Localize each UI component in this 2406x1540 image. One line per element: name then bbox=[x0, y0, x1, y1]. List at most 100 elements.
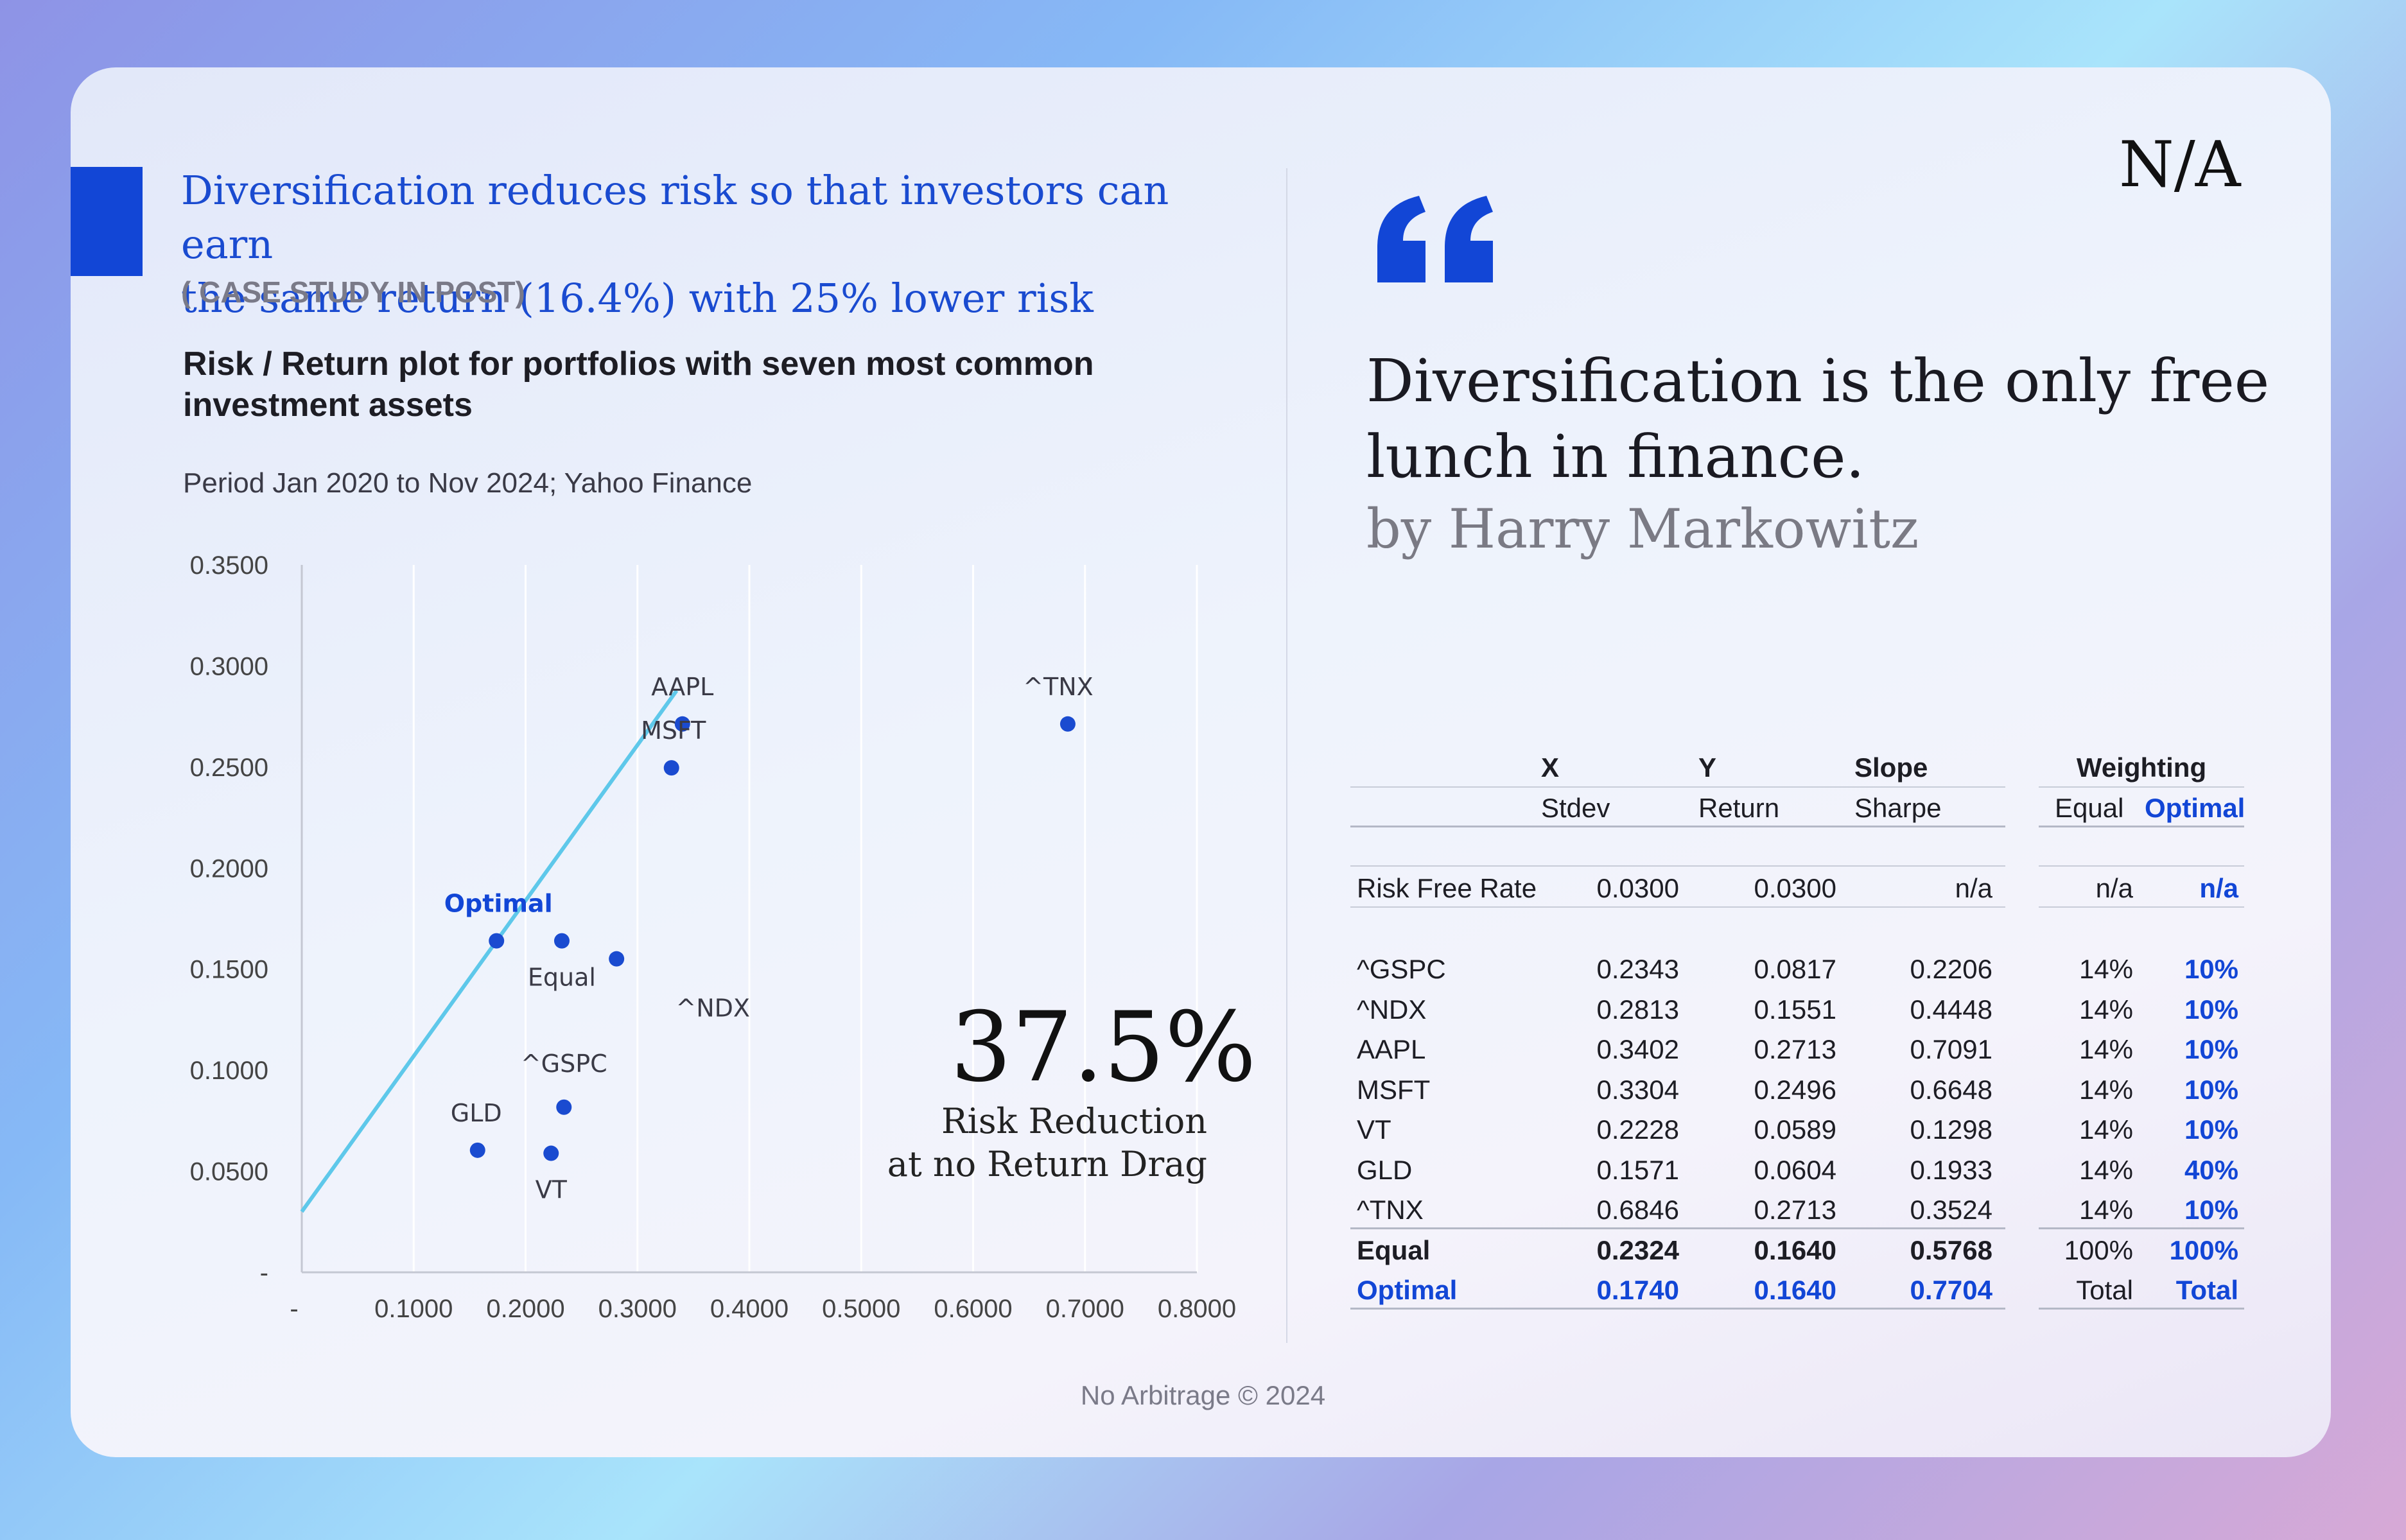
table-row-asset-value: 10% bbox=[2184, 1034, 2238, 1064]
table-row-risk-free-value: n/a bbox=[2095, 873, 2133, 903]
table-row-asset-value: 14% bbox=[2079, 954, 2133, 984]
data-label: Equal bbox=[528, 964, 596, 992]
table-header-equal: Equal bbox=[2055, 793, 2124, 823]
data-label: GLD bbox=[451, 1099, 502, 1127]
y-tick-label: 0.0500 bbox=[190, 1158, 268, 1186]
table-row-risk-free-label: Risk Free Rate bbox=[1357, 873, 1537, 903]
x-tick-label: 0.5000 bbox=[822, 1295, 900, 1323]
table-row-optimal-value: 0.1640 bbox=[1754, 1275, 1836, 1305]
chart-title-line-1: Risk / Return plot for portfolios with s… bbox=[183, 345, 1094, 383]
table-row-asset-value: 10% bbox=[2184, 1114, 2238, 1145]
table-row-asset-value: 0.2496 bbox=[1754, 1074, 1836, 1105]
data-label: ^GSPC bbox=[521, 1050, 607, 1078]
x-tick-label: 0.4000 bbox=[710, 1295, 789, 1323]
x-tick-label: 0.6000 bbox=[934, 1295, 1012, 1323]
table-row-risk-free-value: 0.0300 bbox=[1596, 873, 1679, 903]
table-section-rule bbox=[1350, 865, 2005, 867]
table-row-asset-value: 0.2228 bbox=[1596, 1114, 1679, 1145]
table-header-sharpe: Sharpe bbox=[1854, 793, 1942, 823]
table-row-asset-value: 0.0589 bbox=[1754, 1114, 1836, 1145]
chart-title: Risk / Return plot for portfolios with s… bbox=[183, 343, 1210, 426]
y-tick-label: - bbox=[260, 1259, 268, 1287]
data-point bbox=[674, 716, 690, 732]
table-row-optimal-value: 0.7704 bbox=[1910, 1275, 1992, 1305]
table-row-asset-value: 40% bbox=[2184, 1154, 2238, 1185]
table-row-asset-value: 0.6846 bbox=[1596, 1195, 1679, 1225]
data-label: AAPL bbox=[651, 673, 713, 701]
table-header-weighting: Weighting bbox=[2076, 752, 2207, 783]
y-tick-label: 0.1500 bbox=[190, 956, 268, 984]
table-row-asset-value: 0.1933 bbox=[1910, 1154, 1992, 1185]
table-row-asset-label: ^NDX bbox=[1357, 994, 1427, 1025]
table-total-rule bbox=[1350, 1227, 2005, 1229]
table-row-equal-value: 0.5768 bbox=[1910, 1235, 1992, 1265]
table-row-asset-value: 14% bbox=[2079, 1074, 2133, 1105]
data-label: ^NDX bbox=[676, 994, 750, 1023]
y-tick-label: 0.3000 bbox=[190, 652, 268, 680]
table-header-underline bbox=[1350, 826, 2005, 827]
headline-line-2: the same return (16.4%) with 25% lower r… bbox=[181, 275, 1094, 322]
data-point bbox=[556, 1099, 572, 1115]
footer-copyright: No Arbitrage © 2024 bbox=[1080, 1380, 1326, 1410]
table-bottom-rule bbox=[2039, 1308, 2244, 1310]
table-section-rule bbox=[2039, 906, 2244, 908]
table-row-asset-value: 14% bbox=[2079, 1114, 2133, 1145]
data-point bbox=[663, 760, 679, 776]
table-row-equal-value: 100% bbox=[2064, 1235, 2133, 1265]
data-label: MSFT bbox=[641, 716, 706, 745]
table-row-asset-label: ^GSPC bbox=[1357, 954, 1446, 984]
x-tick-label: 0.8000 bbox=[1158, 1295, 1236, 1323]
table-row-asset-value: 0.7091 bbox=[1910, 1034, 1992, 1064]
table-row-asset-label: ^TNX bbox=[1357, 1195, 1424, 1225]
headline-line-1: Diversification reduces risk so that inv… bbox=[181, 167, 1169, 268]
accent-bar bbox=[71, 167, 143, 276]
table-header-underline bbox=[2039, 826, 2244, 827]
column-divider bbox=[1286, 168, 1287, 1343]
risk-reduction-value: 37.5% bbox=[950, 992, 1257, 1103]
x-tick-label: 0.3000 bbox=[598, 1295, 677, 1323]
headline: Diversification reduces risk so that inv… bbox=[181, 164, 1273, 325]
quote-line-2: lunch in finance. bbox=[1366, 422, 1865, 491]
data-point bbox=[489, 933, 505, 949]
data-label: VT bbox=[536, 1176, 568, 1204]
table-header-rule bbox=[1350, 786, 2005, 788]
table-header-optimal: Optimal bbox=[2145, 793, 2245, 823]
table-row-asset-value: 0.4448 bbox=[1910, 994, 1992, 1025]
table-row-asset-value: 14% bbox=[2079, 994, 2133, 1025]
y-tick-label: 0.2500 bbox=[190, 754, 268, 782]
table-row-equal-value: 0.2324 bbox=[1596, 1235, 1679, 1265]
case-study-note: ( CASE STUDY IN POST) bbox=[181, 275, 525, 309]
table-row-asset-value: 0.3304 bbox=[1596, 1074, 1679, 1105]
table-row-asset-value: 0.3402 bbox=[1596, 1034, 1679, 1064]
table-row-optimal-label: Optimal bbox=[1357, 1275, 1458, 1305]
table-header-return: Return bbox=[1698, 793, 1780, 823]
data-label: Optimal bbox=[444, 890, 553, 918]
table-bottom-rule bbox=[1350, 1308, 2005, 1310]
table-row-equal-label: Equal bbox=[1357, 1235, 1431, 1265]
table-header-x: X bbox=[1541, 752, 1560, 783]
table-row-asset-label: AAPL bbox=[1357, 1034, 1426, 1064]
risk-reduction-sublabel: at no Return Drag bbox=[887, 1144, 1207, 1184]
table-header-slope: Slope bbox=[1854, 752, 1928, 783]
table-row-asset-value: 14% bbox=[2079, 1195, 2133, 1225]
table-row-asset-label: VT bbox=[1357, 1114, 1391, 1145]
table-row-risk-free-value: n/a bbox=[2199, 873, 2238, 903]
table-row-asset-label: GLD bbox=[1357, 1154, 1413, 1185]
table-row-equal-value: 100% bbox=[2169, 1235, 2238, 1265]
data-label: ^TNX bbox=[1023, 673, 1094, 701]
table-row-asset-value: 14% bbox=[2079, 1154, 2133, 1185]
table-row-asset-value: 0.0604 bbox=[1754, 1154, 1836, 1185]
y-tick-label: 0.3500 bbox=[190, 551, 268, 580]
risk-reduction-label: Risk Reduction bbox=[941, 1101, 1207, 1141]
table-row-asset-value: 0.3524 bbox=[1910, 1195, 1992, 1225]
table-row-asset-value: 0.2813 bbox=[1596, 994, 1679, 1025]
table-row-risk-free-value: n/a bbox=[1955, 873, 1992, 903]
table-row-risk-free-value: 0.0300 bbox=[1754, 873, 1836, 903]
table-header-y: Y bbox=[1698, 752, 1717, 783]
data-point bbox=[469, 1142, 485, 1158]
y-tick-label: 0.2000 bbox=[190, 854, 268, 883]
table-row-asset-value: 10% bbox=[2184, 1195, 2238, 1225]
table-section-rule bbox=[2039, 865, 2244, 867]
x-tick-label: 0.2000 bbox=[486, 1295, 564, 1323]
